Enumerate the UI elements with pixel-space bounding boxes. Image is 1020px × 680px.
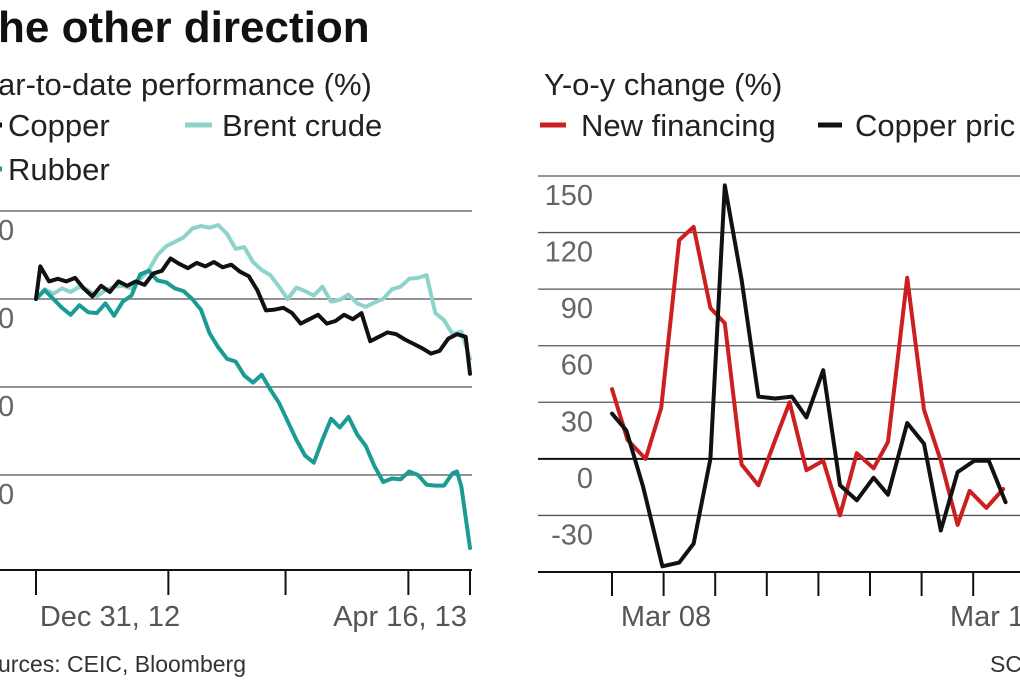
right-y-tick-label: 30: [561, 406, 593, 438]
right-chart: Y-o-y change (%) New financing Copper pr…: [538, 67, 1020, 633]
right-y-tick-label: 120: [545, 237, 593, 269]
series-line-copper: [34, 256, 472, 376]
left-legend: Copper Brent crude Rubber: [0, 108, 382, 187]
right-y-tick-label: 60: [561, 350, 593, 382]
left-chart-title: ar-to-date performance (%): [0, 67, 372, 102]
headline: he other direction: [0, 3, 370, 52]
right-x-label-end: Mar 1: [950, 601, 1020, 633]
right-chart-title: Y-o-y change (%): [544, 67, 782, 102]
left-chart: ar-to-date performance (%) Copper Brent …: [0, 67, 472, 633]
left-y-tick-label: 0: [0, 303, 14, 335]
right-x-label-start: Mar 08: [621, 601, 711, 633]
series-line-financing: [610, 224, 1006, 527]
legend-label-financing: New financing: [581, 108, 776, 143]
right-y-tick-label: 90: [561, 293, 593, 325]
right-y-tick-label: 0: [577, 463, 593, 495]
left-y-tick-label: 0: [0, 479, 14, 511]
left-y-tick-label: 0: [0, 391, 14, 423]
legend-label-rubber: Rubber: [8, 152, 110, 187]
left-x-label-start: Dec 31, 12: [40, 601, 180, 633]
left-x-label-end: Apr 16, 13: [333, 601, 467, 633]
legend-label-brent: Brent crude: [222, 108, 382, 143]
credit-note: SC: [990, 651, 1020, 677]
series-line-copper-price: [610, 183, 1008, 569]
right-y-tick-label: 150: [545, 180, 593, 212]
series-line-rubber: [34, 268, 472, 550]
right-y-tick-label: -30: [551, 519, 593, 551]
right-legend: New financing Copper pric: [540, 108, 1015, 143]
left-y-tick-label: 0: [0, 215, 14, 247]
sources-note: urces: CEIC, Bloomberg: [0, 651, 246, 677]
legend-label-copper: Copper: [8, 108, 110, 143]
legend-label-copper-price: Copper pric: [855, 108, 1015, 143]
